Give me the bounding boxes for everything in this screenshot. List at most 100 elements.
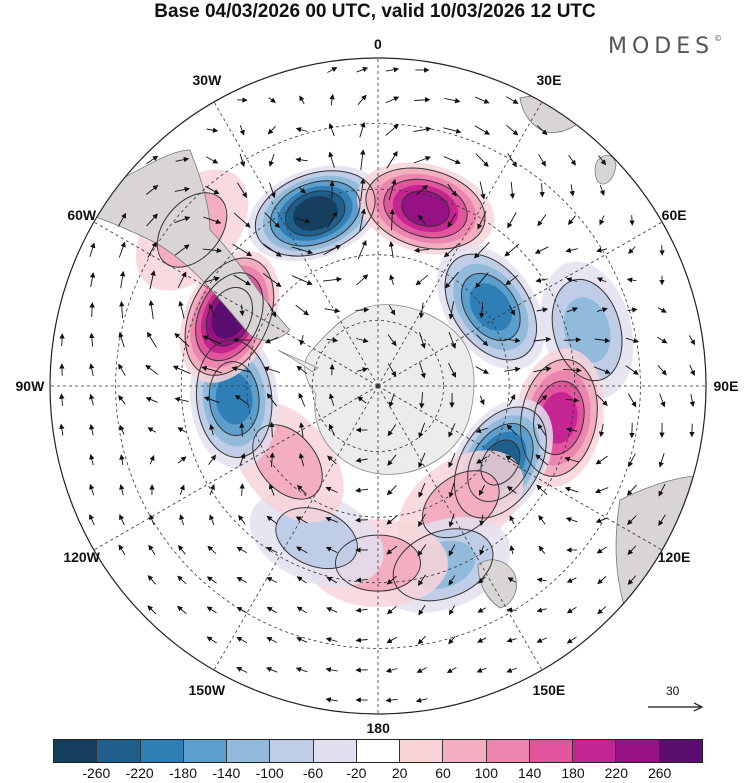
wind-vector bbox=[627, 393, 637, 408]
wind-vector bbox=[563, 337, 582, 343]
wind-vector bbox=[178, 300, 185, 319]
wind-vector bbox=[658, 514, 666, 526]
wind-vector bbox=[443, 242, 460, 258]
contour-line bbox=[401, 190, 450, 227]
wind-vector bbox=[536, 577, 547, 583]
colorbar-tick-label: 140 bbox=[517, 765, 542, 781]
wind-vector bbox=[328, 393, 335, 407]
wind-vector bbox=[595, 517, 608, 524]
contour-line bbox=[284, 190, 346, 237]
longitude-label: 120E bbox=[657, 549, 691, 565]
wind-vector bbox=[117, 212, 127, 227]
wind-vector bbox=[506, 667, 517, 673]
wind-vector bbox=[360, 178, 366, 201]
wind-vector bbox=[387, 424, 397, 437]
wind-vector bbox=[417, 574, 426, 586]
wind-vector bbox=[446, 667, 457, 673]
wind-vector bbox=[179, 484, 185, 495]
wind-vector bbox=[209, 484, 215, 496]
wind-vector bbox=[238, 514, 246, 525]
wind-vector bbox=[477, 637, 487, 643]
wind-vector bbox=[355, 637, 368, 643]
wind-vector bbox=[386, 605, 397, 615]
colorbar-swatch-13 bbox=[616, 740, 660, 762]
colorbar-tick-label: -180 bbox=[168, 765, 198, 781]
wind-vector bbox=[473, 241, 490, 259]
colorbar-tick-label: 180 bbox=[561, 765, 585, 781]
wind-vector bbox=[266, 547, 278, 553]
wind-vector bbox=[389, 274, 395, 286]
wind-vector bbox=[475, 366, 489, 374]
wind-vector bbox=[298, 452, 305, 467]
longitude-label: 30W bbox=[192, 71, 222, 88]
wind-vector bbox=[295, 157, 308, 163]
wind-vector bbox=[268, 483, 275, 496]
wind-vector bbox=[327, 67, 338, 73]
wind-vector bbox=[387, 454, 397, 466]
wind-vector bbox=[505, 96, 519, 104]
wind-vector bbox=[504, 243, 520, 257]
wind-vector bbox=[267, 125, 276, 135]
wind-vector bbox=[418, 452, 426, 469]
wind-vector bbox=[536, 125, 548, 136]
brand-name: MODES bbox=[608, 34, 715, 59]
wind-vector bbox=[627, 307, 638, 313]
wind-vector bbox=[448, 301, 455, 320]
wind-vector bbox=[298, 392, 306, 407]
wind-vector bbox=[175, 156, 190, 163]
meridian-line bbox=[377, 221, 663, 387]
wind-vector bbox=[239, 153, 246, 168]
wind-vector bbox=[537, 214, 547, 227]
wind-vector bbox=[89, 513, 95, 526]
wind-vector bbox=[265, 667, 278, 673]
wind-vector bbox=[322, 276, 342, 283]
longitude-label: 180 bbox=[366, 720, 390, 736]
wind-vector bbox=[295, 304, 310, 316]
graticule bbox=[50, 58, 706, 714]
wind-vector bbox=[388, 393, 395, 408]
contour-line bbox=[275, 507, 358, 570]
wind-vector bbox=[357, 94, 367, 105]
wind-vector bbox=[208, 303, 216, 316]
wind-vector bbox=[89, 423, 95, 436]
wind-vector bbox=[118, 394, 126, 405]
wind-vector bbox=[264, 336, 279, 344]
wind-vector bbox=[298, 186, 306, 194]
wind-vector bbox=[118, 241, 126, 258]
colorbar-swatch-12 bbox=[573, 740, 617, 762]
longitude-label: 60E bbox=[661, 207, 687, 223]
wind-vector bbox=[149, 270, 156, 290]
wind-vector bbox=[598, 155, 607, 166]
longitude-label: 0 bbox=[374, 36, 382, 52]
wind-vector bbox=[89, 242, 96, 257]
wind-vector bbox=[627, 515, 637, 526]
wind-vector bbox=[563, 367, 582, 373]
wind-vector bbox=[239, 483, 245, 496]
wind-vector bbox=[447, 183, 457, 197]
wind-vector bbox=[239, 304, 245, 317]
wind-vector bbox=[419, 362, 426, 379]
colorbar-swatch-4 bbox=[227, 740, 271, 762]
wind-vector bbox=[119, 514, 125, 526]
wind-vector bbox=[89, 453, 95, 466]
contour-line bbox=[533, 380, 585, 456]
wind-vector bbox=[359, 121, 366, 138]
wind-vector bbox=[323, 244, 342, 255]
wind-vector bbox=[416, 667, 427, 673]
wind-vector bbox=[537, 423, 547, 437]
wind-vector bbox=[386, 545, 398, 555]
wind-vector bbox=[326, 337, 339, 343]
wind-vector bbox=[264, 212, 281, 229]
wind-vector bbox=[448, 605, 455, 616]
wind-vector bbox=[386, 515, 398, 525]
wind-vector bbox=[325, 637, 338, 643]
wind-vector bbox=[689, 364, 695, 377]
wind-vector bbox=[477, 211, 487, 230]
wind-vector bbox=[355, 457, 368, 463]
wind-vector bbox=[447, 212, 457, 228]
longitude-label: 90W bbox=[15, 378, 45, 394]
wind-vector bbox=[657, 307, 667, 313]
wind-vector bbox=[413, 126, 432, 133]
wind-vector bbox=[658, 453, 665, 468]
wind-vector bbox=[149, 514, 155, 526]
